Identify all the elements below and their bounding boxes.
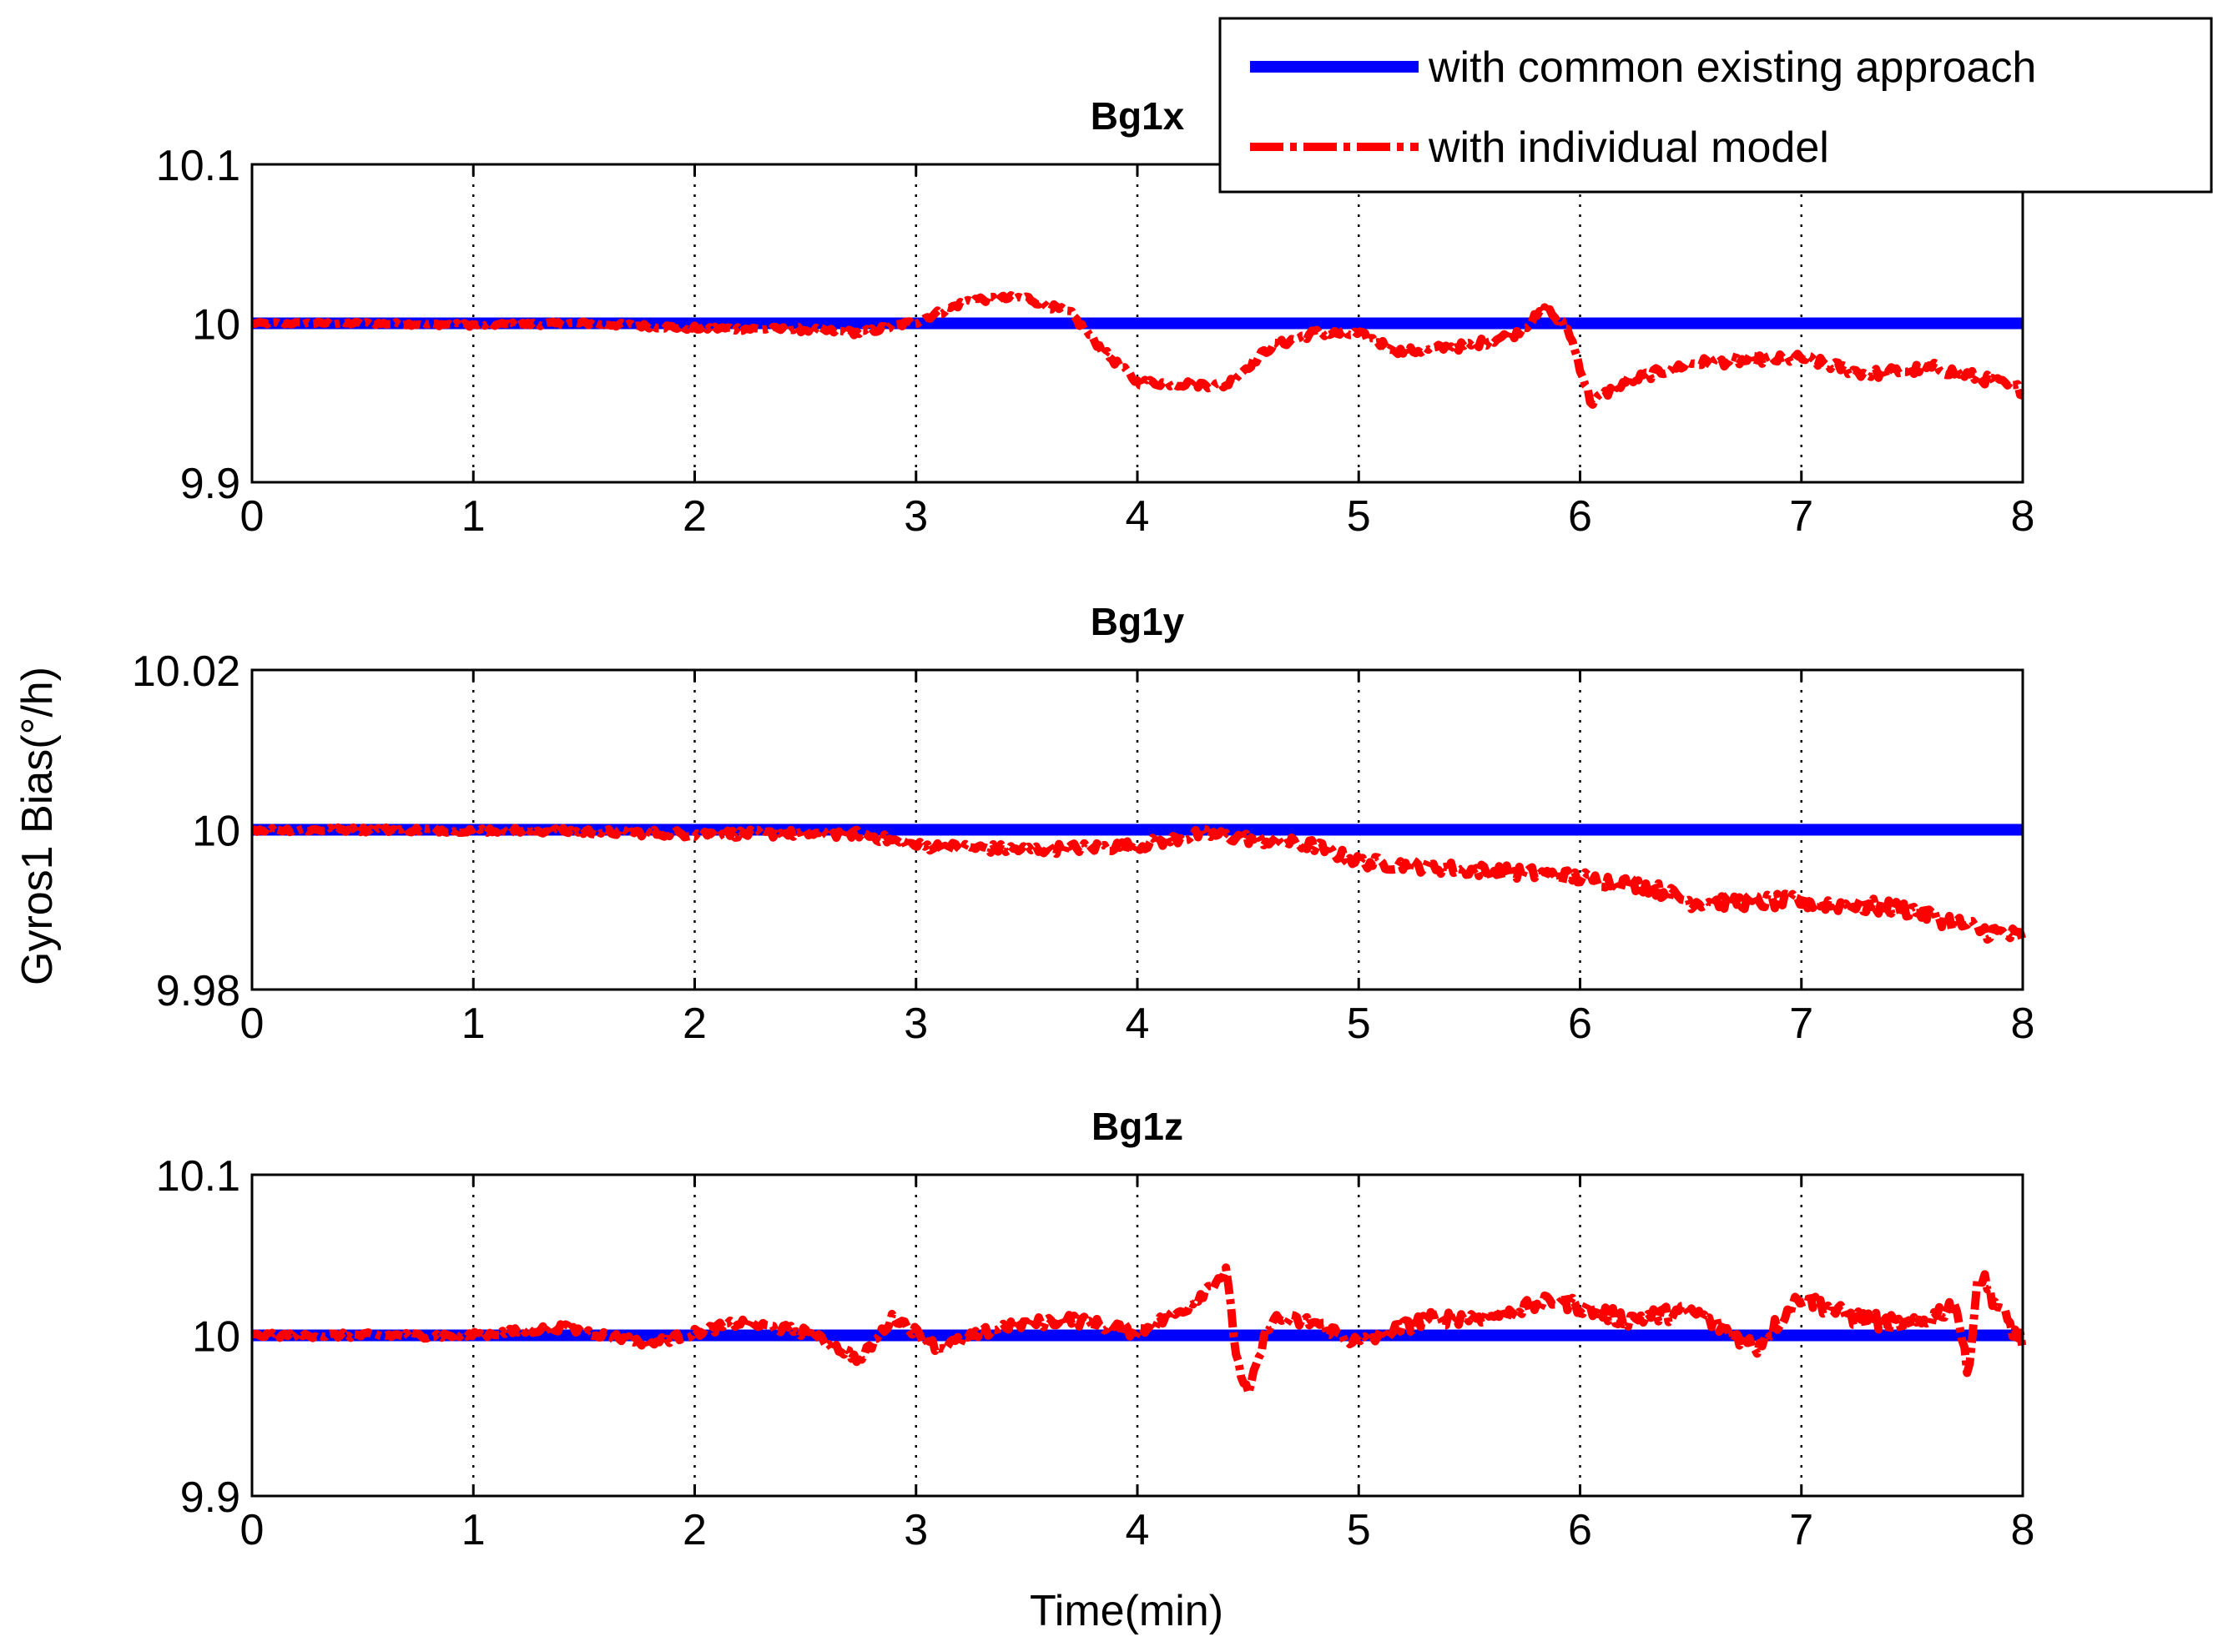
- x-tick-label: 7: [1789, 492, 1813, 541]
- x-tick-label: 2: [683, 1506, 707, 1554]
- subplot-title: Bg1x: [1091, 94, 1185, 138]
- x-tick-label: 6: [1568, 492, 1592, 541]
- series-individual-model: [250, 823, 2027, 944]
- subplot-bg1x: Bg1x 0 1 2 3 4 5 6 7 8 10.1 10 9.9: [156, 94, 2035, 541]
- x-tick-label: 3: [904, 1000, 928, 1048]
- plot-frame: [250, 163, 2024, 484]
- x-tick-label: 4: [1126, 1506, 1150, 1554]
- x-tick-label: 7: [1789, 1000, 1813, 1048]
- y-tick-label: 10: [192, 808, 240, 856]
- x-tick-label: 1: [461, 1000, 486, 1048]
- x-tick-label: 8: [2011, 492, 2035, 541]
- legend: with common existing approach with indivi…: [1218, 17, 2213, 194]
- subplot-bg1z: Bg1z 0 1 2 3 4 5 6 7 8 10.1 10 9.9: [156, 1105, 2035, 1554]
- x-axis-label: Time(min): [1030, 1587, 1223, 1635]
- x-tick-label: 6: [1568, 1506, 1592, 1554]
- series-individual-model: [250, 1263, 2027, 1398]
- x-tick-label: 0: [240, 1000, 265, 1048]
- y-tick-label: 10.1: [156, 142, 240, 190]
- x-tick-label: 7: [1789, 1506, 1813, 1554]
- x-tick-label: 4: [1126, 1000, 1150, 1048]
- y-tick-label: 10.1: [156, 1152, 240, 1201]
- x-tick-label: 3: [904, 1506, 928, 1554]
- x-tick-label: 5: [1347, 1000, 1371, 1048]
- plot-frame: [250, 1173, 2024, 1498]
- legend-label: with common existing approach: [1428, 43, 2036, 92]
- y-tick-label: 10: [192, 301, 240, 350]
- x-tick-label: 3: [904, 492, 928, 541]
- x-tick-label: 2: [683, 492, 707, 541]
- series-individual-model: [250, 290, 2024, 410]
- y-tick-label: 9.9: [180, 1473, 240, 1522]
- x-tick-label: 4: [1126, 492, 1150, 541]
- x-tick-label: 0: [240, 492, 265, 541]
- x-tick-label: 0: [240, 1506, 265, 1554]
- x-tick-label: 6: [1568, 1000, 1592, 1048]
- x-tick-label: 1: [461, 1506, 486, 1554]
- legend-label: with individual model: [1428, 123, 1829, 172]
- x-tick-label: 8: [2011, 1506, 2035, 1554]
- x-tick-label: 8: [2011, 1000, 2035, 1048]
- subplot-title: Bg1y: [1091, 600, 1185, 643]
- y-tick-label: 10: [192, 1313, 240, 1362]
- y-tick-label: 9.98: [156, 967, 240, 1015]
- subplot-bg1y: Bg1y 0 1 2 3 4 5 6 7 8 10.02 10 9.98: [132, 600, 2035, 1048]
- x-tick-label: 5: [1347, 492, 1371, 541]
- x-tick-label: 5: [1347, 1506, 1371, 1554]
- subplot-title: Bg1z: [1091, 1105, 1183, 1148]
- x-tick-label: 1: [461, 492, 486, 541]
- x-tick-label: 2: [683, 1000, 707, 1048]
- plot-frame: [250, 668, 2024, 991]
- y-axis-label: Gyros1 Bias(°/h): [13, 667, 62, 985]
- legend-box: [1218, 17, 2213, 194]
- y-tick-label: 10.02: [132, 647, 240, 696]
- y-tick-label: 9.9: [180, 460, 240, 508]
